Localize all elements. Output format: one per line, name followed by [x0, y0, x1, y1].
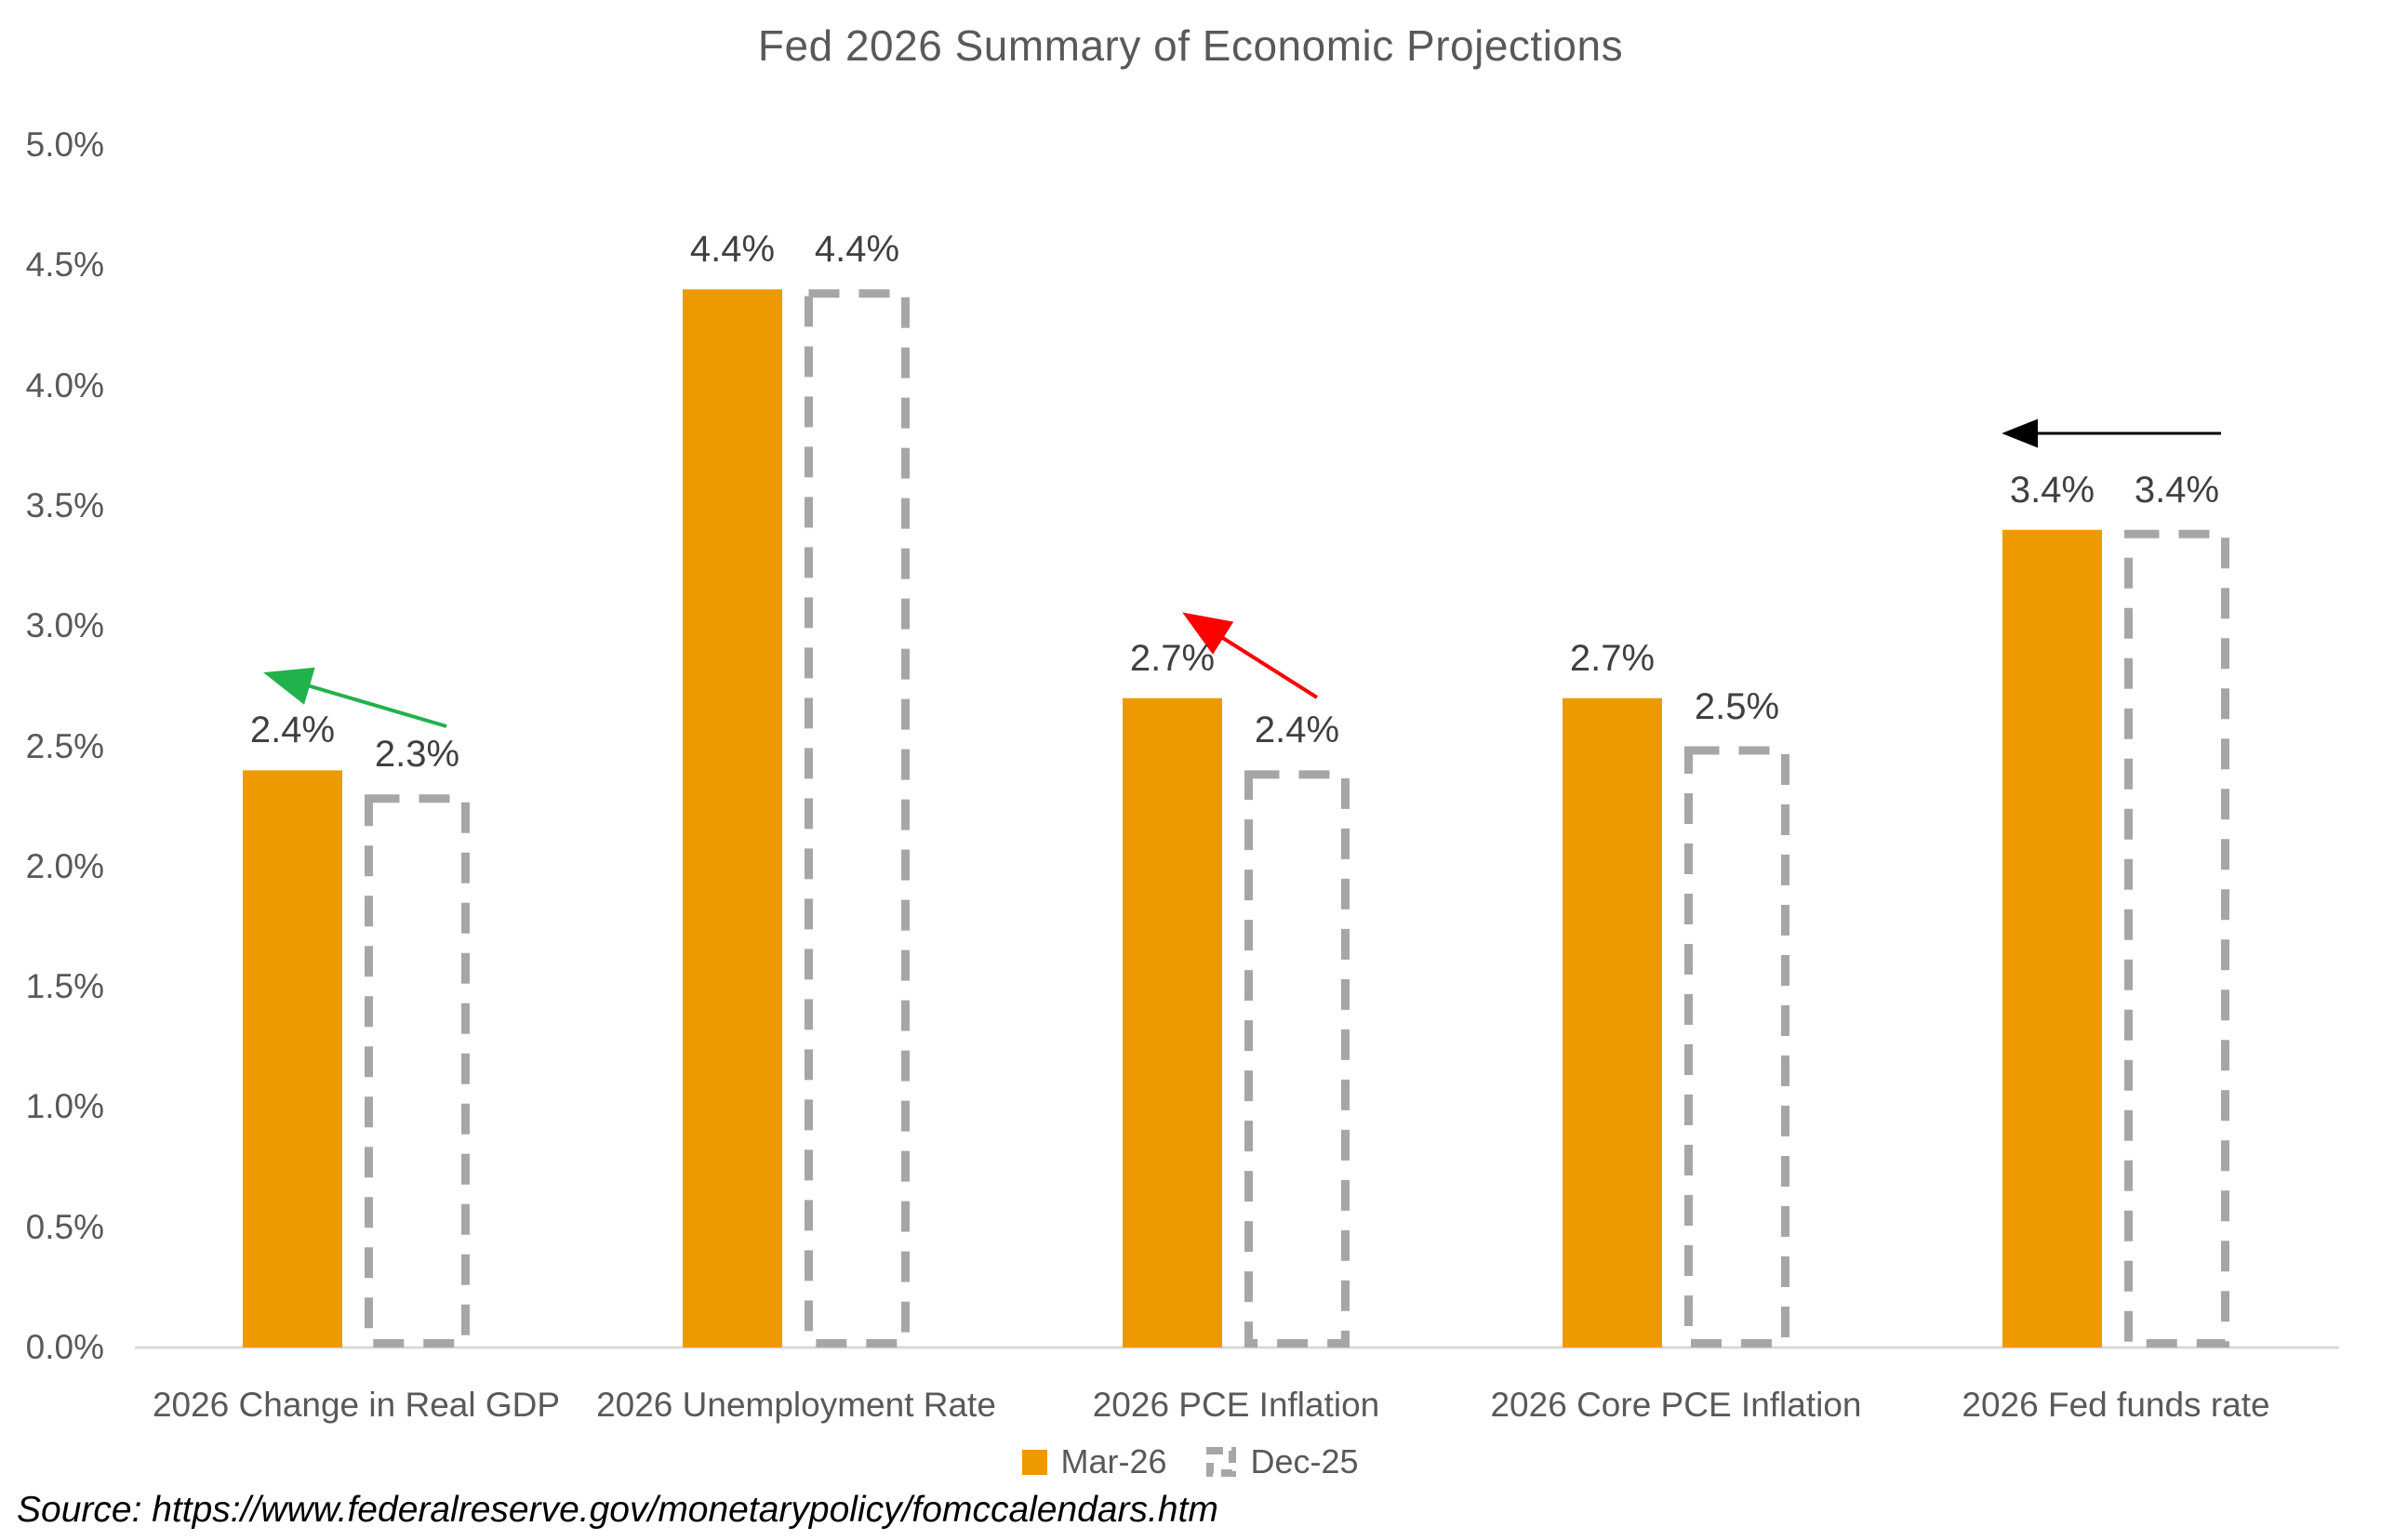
value-label-dashed-0: 2.3%: [374, 734, 460, 776]
value-label-solid-1: 4.4%: [689, 229, 776, 271]
value-label-dashed-2: 2.4%: [1254, 710, 1340, 751]
bar-solid-2: [1123, 697, 1222, 1348]
y-tick-25: 2.5%: [25, 726, 104, 765]
bar-solid-4: [2002, 529, 2102, 1348]
value-label-dashed-3: 2.5%: [1694, 685, 1780, 727]
y-tick-35: 3.5%: [25, 485, 104, 524]
red-arrow-icon: [1182, 612, 1319, 699]
bar-dashed-4: [2124, 529, 2229, 1348]
category-label-0: 2026 Change in Real GDP: [152, 1386, 561, 1424]
value-label-dashed-1: 4.4%: [814, 229, 900, 271]
value-label-solid-4: 3.4%: [2009, 469, 2095, 511]
y-tick-30: 3.0%: [25, 606, 104, 645]
chart-title: Fed 2026 Summary of Economic Projections: [757, 21, 1624, 70]
category-label-2: 2026 PCE Inflation: [1092, 1386, 1380, 1424]
category-label-3: 2026 Core PCE Inflation: [1490, 1386, 1862, 1424]
category-label-4: 2026 Fed funds rate: [1962, 1386, 2270, 1424]
legend-swatch-solid-icon: [1022, 1449, 1048, 1475]
legend-label: Dec-25: [1250, 1442, 1359, 1480]
category-label-1: 2026 Unemployment Rate: [596, 1386, 996, 1424]
bar-solid-0: [243, 770, 342, 1348]
bar-solid-3: [1563, 697, 1662, 1348]
bar-dashed-2: [1244, 770, 1350, 1348]
value-label-dashed-4: 3.4%: [2134, 469, 2220, 511]
y-tick-10: 1.0%: [25, 1087, 104, 1126]
y-tick-45: 4.5%: [25, 246, 104, 285]
bar-dashed-1: [805, 289, 910, 1348]
green-arrow-icon: [263, 667, 447, 728]
legend-swatch-dashed-icon: [1206, 1447, 1237, 1477]
bar-solid-1: [683, 289, 782, 1348]
y-tick-15: 1.5%: [25, 967, 104, 1006]
value-label-solid-3: 2.7%: [1569, 637, 1656, 679]
legend-item-mar-26: Mar-26: [1022, 1443, 1166, 1480]
value-label-solid-0: 2.4%: [249, 710, 336, 751]
bar-dashed-0: [365, 794, 470, 1348]
y-tick-00: 0.0%: [25, 1328, 104, 1366]
legend-item-dec-25: Dec-25: [1205, 1442, 1359, 1480]
value-label-solid-2: 2.7%: [1129, 637, 1216, 679]
y-tick-05: 0.5%: [25, 1207, 104, 1246]
bars-layer: [243, 289, 2229, 1348]
legend: Mar-26 Dec-25: [0, 1443, 2381, 1480]
y-tick-50: 5.0%: [25, 126, 104, 164]
y-tick-40: 4.0%: [25, 365, 104, 405]
source-note: Source: https://www.federalreserve.gov/m…: [17, 1490, 1218, 1530]
arrow-annotations-layer: [263, 418, 2221, 728]
legend-label: Mar-26: [1060, 1442, 1167, 1480]
bar-dashed-3: [1684, 746, 1789, 1348]
y-tick-20: 2.0%: [25, 846, 104, 885]
